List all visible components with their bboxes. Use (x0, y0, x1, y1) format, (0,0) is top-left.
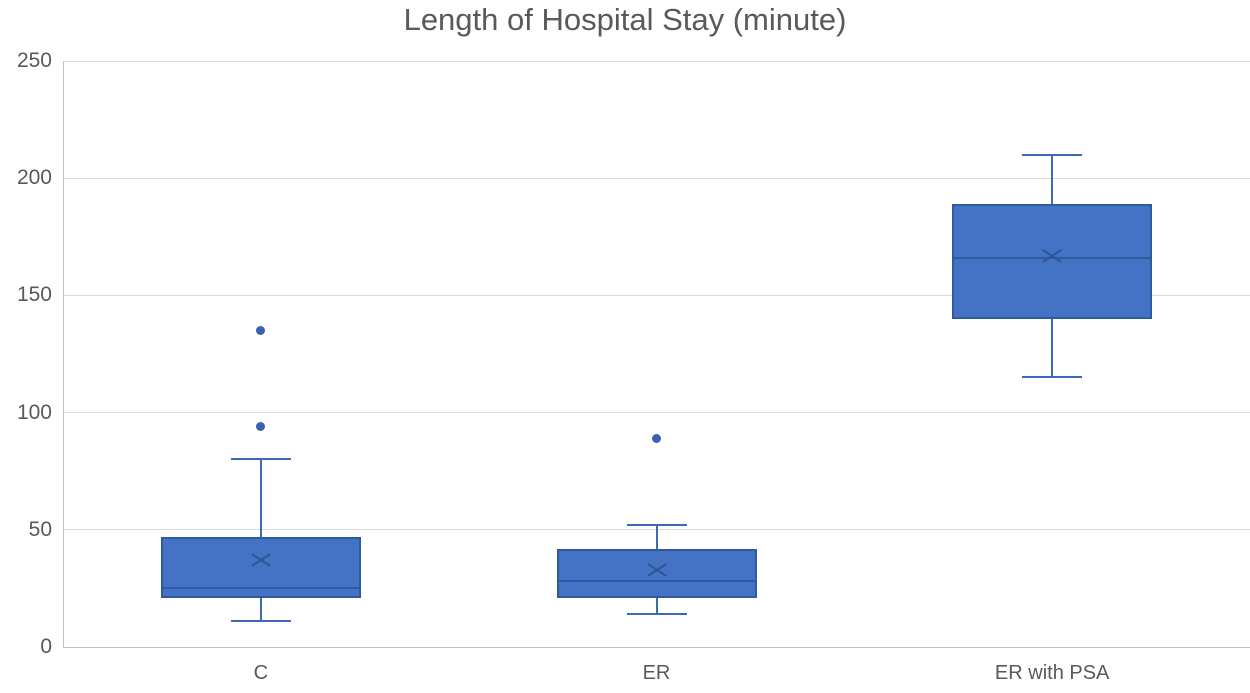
gridline-250 (63, 60, 1250, 62)
y-tick-label-0: 0 (40, 635, 52, 658)
whisker-upper-c (259, 459, 262, 537)
whisker-cap-lower-er-with-psa (1022, 376, 1083, 379)
y-tick-label-250: 250 (16, 49, 52, 72)
outlier-point-c-0 (256, 422, 266, 432)
gridline-200 (63, 177, 1250, 179)
gridline-150 (63, 294, 1250, 296)
x-tick-label-er-with-psa: ER with PSA (994, 662, 1110, 684)
whisker-lower-er-with-psa (1051, 318, 1054, 378)
x-axis-line (63, 647, 1250, 648)
mean-marker-er (646, 562, 668, 578)
gridline-100 (63, 412, 1250, 414)
y-axis-line (63, 61, 64, 647)
whisker-cap-upper-er-with-psa (1022, 153, 1083, 156)
whisker-upper-er-with-psa (1051, 154, 1054, 204)
y-tick-label-150: 150 (16, 283, 52, 307)
median-line-c (160, 587, 361, 590)
chart-title: Length of Hospital Stay (minute) (403, 2, 847, 37)
y-tick-label-200: 200 (16, 166, 52, 190)
mean-marker-er-with-psa (1041, 248, 1063, 264)
median-line-er (556, 580, 757, 583)
whisker-lower-er (655, 597, 658, 615)
whisker-lower-c (259, 597, 262, 622)
whisker-cap-lower-c (230, 620, 291, 623)
mean-marker-c (250, 552, 272, 568)
whisker-cap-upper-er (626, 524, 687, 527)
y-tick-label-50: 50 (28, 517, 52, 541)
outlier-point-c-1 (256, 326, 266, 336)
y-tick-label-100: 100 (16, 400, 52, 424)
x-tick-label-c: C (253, 662, 269, 684)
outlier-point-er-0 (652, 433, 661, 443)
x-tick-label-er: ER (642, 662, 671, 684)
whisker-upper-er (655, 525, 658, 549)
whisker-cap-lower-er (626, 613, 687, 616)
whisker-cap-upper-c (230, 458, 291, 461)
